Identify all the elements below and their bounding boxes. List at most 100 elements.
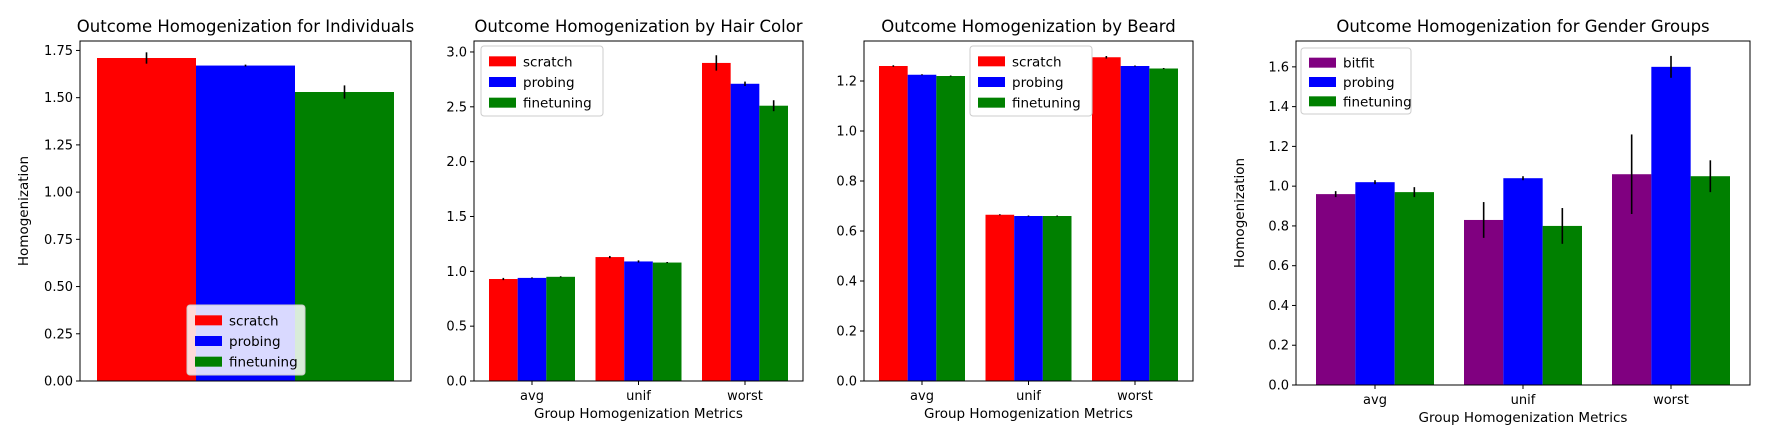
bar-finetuning (759, 105, 788, 381)
legend-swatch-finetuning (978, 97, 1005, 108)
bar-probing (1503, 178, 1543, 385)
bar-scratch (595, 257, 625, 381)
axes-frame (79, 40, 412, 382)
y-tick-label: 1.0 (1268, 180, 1289, 195)
legend-swatch-bitfit (1309, 57, 1336, 68)
bar-bitfit (1464, 219, 1504, 385)
bar-scratch (97, 58, 196, 381)
bar-scratch (1092, 57, 1121, 381)
legend: scratch probing finetuning (186, 304, 306, 376)
y-tick-label: 0.8 (836, 175, 857, 190)
legend-label-finetuning: finetuning (1012, 96, 1081, 112)
bar-probing (907, 74, 937, 381)
bar-scratch (702, 62, 731, 381)
bar-finetuning (1149, 68, 1178, 381)
bar-finetuning (1690, 176, 1730, 385)
y-tick-label: 1.75 (44, 44, 73, 59)
x-tick-label: unif (626, 389, 651, 404)
y-tick-label: 2.0 (446, 155, 467, 170)
chart-gender-groups: 0.0 0.2 0.4 0.6 0.8 1.0 1.2 1.4 1.6 avg unif worst G… (1232, 17, 1751, 426)
chart-title: Outcome Homogenization for Gender Groups (1336, 17, 1709, 36)
legend-swatch-finetuning (1309, 96, 1336, 107)
y-tick-label: 3.0 (446, 45, 467, 60)
x-axis-label: Group Homogenization Metrics (1419, 410, 1628, 426)
bar-finetuning (936, 76, 965, 381)
bar-scratch (985, 214, 1015, 381)
legend-swatch-scratch (978, 56, 1005, 67)
bar-probing (730, 83, 760, 381)
x-tick-label: avg (520, 389, 544, 404)
legend: scratch probing finetuning (480, 45, 604, 117)
legend: bitfit probing finetuning (1300, 47, 1412, 115)
y-tick-label: 0.8 (1268, 219, 1289, 234)
chart-beard: 0.0 0.2 0.4 0.6 0.8 1.0 1.2 avg unif worst Group H… (836, 17, 1194, 422)
legend-label-scratch: scratch (229, 313, 279, 329)
bar-finetuning (546, 276, 575, 381)
x-axis-label: Group Homogenization Metrics (924, 406, 1133, 422)
legend-label-scratch: scratch (523, 54, 573, 70)
y-tick-label: 0.2 (836, 325, 857, 340)
legend: scratch probing finetuning (969, 45, 1093, 117)
bar-finetuning (652, 262, 682, 381)
y-tick-label: 0.50 (44, 280, 73, 295)
legend-label-probing: probing (523, 75, 575, 91)
chart-title: Outcome Homogenization by Hair Color (474, 17, 802, 36)
chart-title: Outcome Homogenization by Beard (881, 17, 1176, 36)
y-tick-label: 0.6 (836, 225, 857, 240)
y-tick-label: 1.25 (44, 138, 73, 153)
legend-label-scratch: scratch (1012, 54, 1062, 70)
y-tick-label: 0.0 (446, 375, 467, 390)
legend-swatch-probing (978, 77, 1005, 87)
x-axis-label: Group Homogenization Metrics (534, 406, 743, 422)
legend-label-finetuning: finetuning (523, 96, 592, 112)
legend-swatch-scratch (489, 56, 516, 67)
bar-finetuning (1394, 192, 1434, 385)
x-tick-label: worst (1653, 393, 1689, 408)
y-tick-label: 1.50 (44, 91, 73, 106)
x-tick-label: worst (1117, 389, 1153, 404)
legend-swatch-scratch (195, 315, 222, 326)
x-tick-label: worst (727, 389, 763, 404)
bar-probing (1120, 66, 1150, 381)
y-tick-label: 0.2 (1268, 339, 1289, 354)
chart-hair-color: 0.0 0.5 1.0 1.5 2.0 2.5 3.0 avg unif worst Group H… (446, 17, 804, 422)
bar-finetuning (1042, 216, 1072, 381)
bar-probing (517, 277, 547, 381)
x-tick-label: avg (1363, 393, 1387, 408)
y-tick-label: 0.5 (446, 320, 467, 335)
chart-individuals: 0.00 0.25 0.50 0.75 1.00 1.25 1.50 1.75 Homogeni… (16, 17, 414, 390)
y-tick-label: 0.0 (1268, 379, 1289, 394)
y-axis-label: Homogenization (1232, 158, 1248, 268)
y-tick-label: 0.75 (44, 233, 73, 248)
y-tick-label: 1.6 (1268, 60, 1289, 75)
x-tick-label: unif (1016, 389, 1041, 404)
y-tick-label: 1.4 (1268, 100, 1289, 115)
x-tick-label: unif (1511, 393, 1536, 408)
legend-swatch-probing (195, 336, 222, 346)
chart-title: Outcome Homogenization for Individuals (77, 17, 414, 36)
y-tick-label: 0.4 (1268, 299, 1289, 314)
y-tick-label: 2.5 (446, 100, 467, 115)
legend-label-probing: probing (1012, 75, 1064, 91)
legend-label-finetuning: finetuning (229, 355, 298, 371)
bar-finetuning (295, 92, 394, 381)
y-axis-label: Homogenization (16, 156, 32, 266)
legend-label-probing: probing (229, 334, 281, 350)
legend-swatch-probing (1309, 77, 1336, 87)
y-tick-label: 0.00 (44, 375, 73, 390)
bar-scratch (879, 66, 908, 381)
y-tick-label: 1.2 (1268, 140, 1289, 155)
bar-probing (1355, 182, 1395, 385)
bar-probing (1014, 216, 1043, 381)
x-tick-label: avg (910, 389, 934, 404)
y-tick-label: 0.6 (1268, 259, 1289, 274)
y-tick-label: 1.0 (836, 125, 857, 140)
legend-label-probing: probing (1343, 75, 1395, 91)
y-tick-label: 1.2 (836, 75, 857, 90)
y-tick-label: 0.4 (836, 275, 857, 290)
legend-swatch-finetuning (489, 97, 516, 108)
bar-finetuning (1542, 225, 1582, 385)
legend-label-bitfit: bitfit (1343, 56, 1374, 72)
y-tick-label: 1.0 (446, 265, 467, 280)
